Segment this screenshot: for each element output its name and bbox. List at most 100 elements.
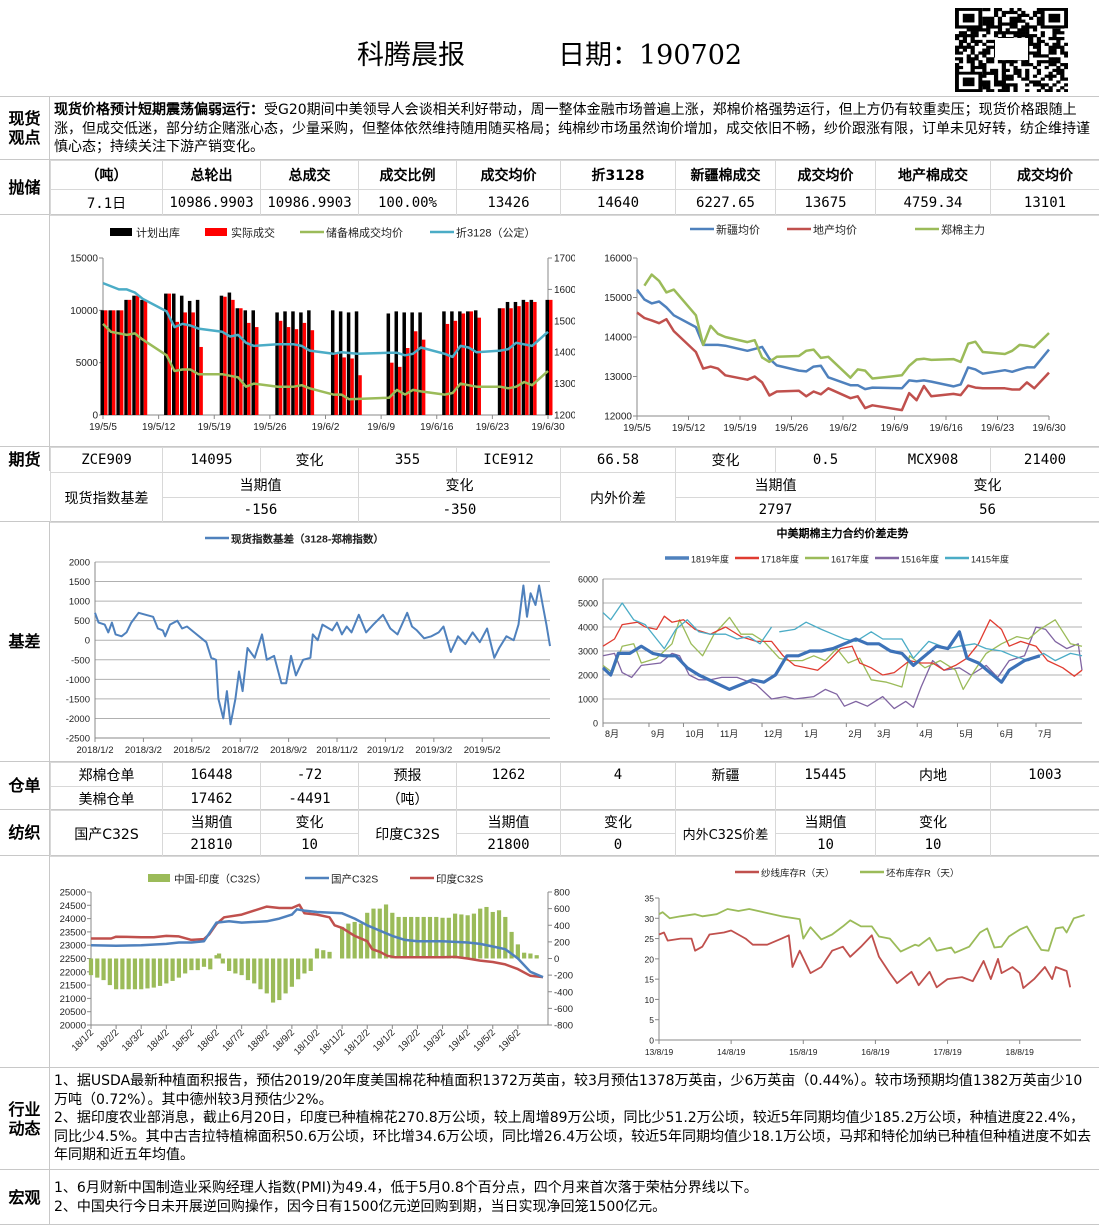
- bar-a: [383, 904, 389, 959]
- bar-a: [427, 916, 433, 959]
- bar-a: [450, 311, 454, 415]
- tick-label: 18/3/2: [120, 1027, 146, 1053]
- col-header: 新疆棉成交: [675, 160, 776, 190]
- cell: 预报: [358, 762, 457, 787]
- macro-label: 宏观: [0, 1170, 50, 1224]
- qr-module: [1036, 60, 1042, 64]
- cell: 66.58: [560, 447, 676, 473]
- series-line: [779, 621, 1083, 662]
- contract-mcx: MCX908: [875, 447, 991, 473]
- qr-module: [993, 83, 999, 87]
- legend-label: 1516年度: [901, 554, 939, 565]
- bar-a: [132, 958, 138, 990]
- cell: 内外C32S价差: [675, 810, 776, 857]
- bar-a: [473, 310, 478, 415]
- qr-module: [993, 31, 999, 35]
- qr-module: [1025, 28, 1030, 32]
- qr-module: [1005, 86, 1010, 90]
- tick-label: 30: [645, 914, 655, 924]
- qr-module: [1005, 28, 1010, 32]
- qr-module: [1021, 19, 1026, 23]
- legend-label: 储备棉成交均价: [326, 226, 403, 240]
- bar-b: [533, 301, 537, 415]
- textile-section: 纺织 国产C32S 当期值 变化 印度C32S 当期值 变化 内外C32S价差 当期值 变化…: [0, 810, 1099, 857]
- qr-module: [1052, 36, 1057, 41]
- qr-module: [1064, 54, 1068, 58]
- qr-module: [974, 54, 979, 58]
- qr-module: [1032, 65, 1038, 70]
- cell: 0.5: [775, 447, 876, 473]
- qr-module: [986, 57, 991, 61]
- bar-a: [466, 311, 470, 415]
- qr-module: [1029, 63, 1034, 67]
- bar-a: [505, 301, 510, 415]
- qr-module: [997, 8, 1003, 12]
- qr-module: [997, 80, 1003, 84]
- qr-module: [986, 16, 991, 20]
- qr-module: [990, 60, 995, 64]
- report-header: 科腾晨报 日期：190702: [0, 0, 1099, 97]
- qr-module: [982, 86, 987, 90]
- bar-b: [143, 299, 148, 415]
- series-line: [602, 626, 1083, 710]
- qr-module: [1036, 22, 1042, 26]
- tick-label: 23500: [60, 927, 86, 938]
- cell: 21400: [990, 447, 1099, 473]
- textile-table: 国产C32S 当期值 变化 印度C32S 当期值 变化 内外C32S价差 当期值 变化 21…: [50, 810, 1099, 857]
- warehouse-label: 仓单: [0, 762, 50, 809]
- qr-module: [962, 39, 967, 44]
- qr-module: [1032, 34, 1038, 38]
- qr-module: [1040, 34, 1045, 38]
- cell: 10: [775, 833, 876, 857]
- series-line: [602, 615, 1083, 677]
- qr-module: [982, 80, 987, 84]
- tick-label: 19/6/9: [881, 423, 909, 434]
- qr-module: [1013, 22, 1018, 26]
- bar-a: [124, 299, 128, 415]
- empty-label: [0, 856, 50, 1067]
- tick-label: 22500: [60, 954, 86, 965]
- tick-label: 18/5/2: [170, 1027, 196, 1053]
- bar-a: [233, 958, 238, 974]
- spread-label: 内外价差: [560, 472, 676, 523]
- bar-a: [219, 295, 224, 415]
- bar-a: [291, 311, 295, 415]
- qr-module: [993, 68, 999, 73]
- qr-module: [1036, 16, 1042, 20]
- bar-a: [176, 958, 181, 978]
- qr-module: [1036, 71, 1042, 75]
- basis-chart: -2500 -2000 -1500 -1000 -500 0 500 1000 1500 2000…: [66, 533, 551, 756]
- tick-label: 12000: [604, 412, 632, 423]
- qr-module: [1064, 63, 1068, 67]
- qr-finder: [962, 77, 975, 87]
- qr-module: [970, 34, 975, 38]
- qr-module: [1009, 31, 1014, 35]
- bar-a: [446, 917, 451, 959]
- warehouse-table: 郑棉仓单 16448 -72 预报 1262 4 新疆 15445 内地 1003 美棉仓单 174…: [50, 762, 1099, 811]
- bar-a: [509, 931, 514, 959]
- tick-label: 8月: [605, 729, 619, 739]
- qr-module: [966, 28, 971, 32]
- qr-module: [1013, 10, 1018, 15]
- cell: [990, 833, 1099, 857]
- tick-label: 18/2/2: [95, 1027, 121, 1053]
- tick-label: 1000: [578, 695, 598, 705]
- qr-module: [978, 28, 983, 32]
- bar-a: [497, 308, 502, 415]
- cell: 新疆: [675, 762, 776, 787]
- qr-module: [1048, 45, 1053, 49]
- cell: 变化: [875, 810, 991, 834]
- qr-module: [1060, 31, 1065, 35]
- qr-module: [997, 19, 1003, 23]
- bar-b: [342, 357, 346, 415]
- cell: 10986.9903: [162, 189, 261, 216]
- qr-module: [982, 71, 987, 75]
- qr-module: [986, 86, 991, 90]
- bar-a: [434, 916, 439, 959]
- bar-a: [330, 310, 335, 415]
- qr-module: [955, 57, 960, 61]
- tick-label: 2018/5/2: [173, 745, 210, 756]
- tick-label: 13000: [604, 372, 632, 383]
- bar-a: [386, 313, 391, 415]
- qr-module: [966, 54, 971, 58]
